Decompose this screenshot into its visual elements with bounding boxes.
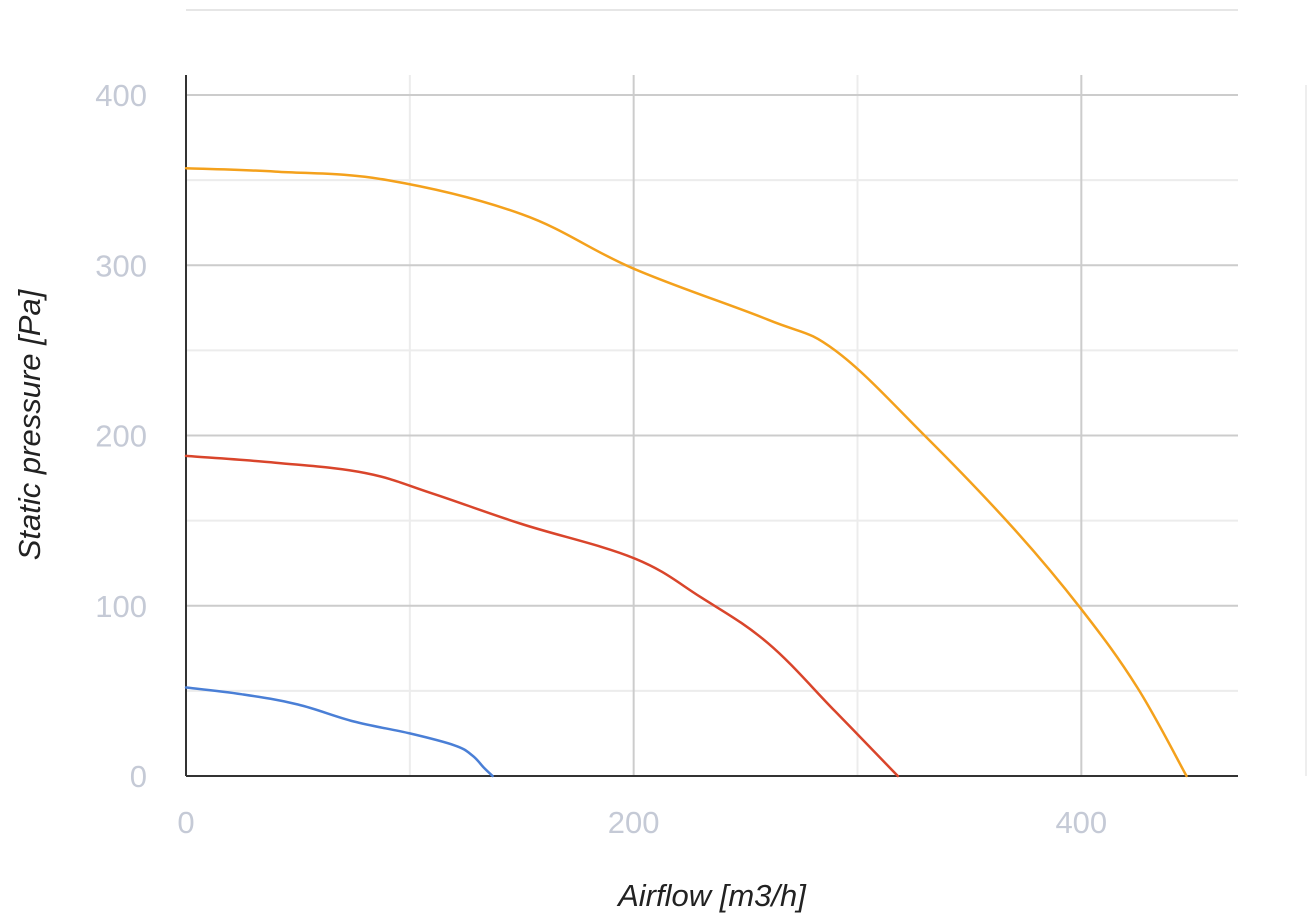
x-tick-labels: 0 200 400 [177, 805, 1107, 840]
y-tick-labels: 0 100 200 300 400 [95, 78, 147, 794]
major-gridlines [186, 75, 1238, 776]
y-tick-label: 0 [130, 759, 147, 794]
series-lines [184, 166, 1188, 778]
minor-gridlines [186, 75, 1238, 776]
series-line-2 [184, 454, 900, 778]
x-tick-label: 400 [1055, 805, 1107, 840]
x-axis-title: Airflow [m3/h] [616, 878, 807, 913]
x-tick-label: 200 [608, 805, 660, 840]
y-tick-label: 400 [95, 78, 147, 113]
x-tick-label: 0 [177, 805, 194, 840]
y-tick-label: 100 [95, 589, 147, 624]
y-tick-label: 300 [95, 248, 147, 283]
axes [185, 75, 1307, 777]
y-tick-label: 200 [95, 419, 147, 454]
series-line-1 [184, 686, 494, 778]
y-axis-title: Static pressure [Pa] [12, 288, 47, 560]
series-line-3 [184, 166, 1188, 778]
